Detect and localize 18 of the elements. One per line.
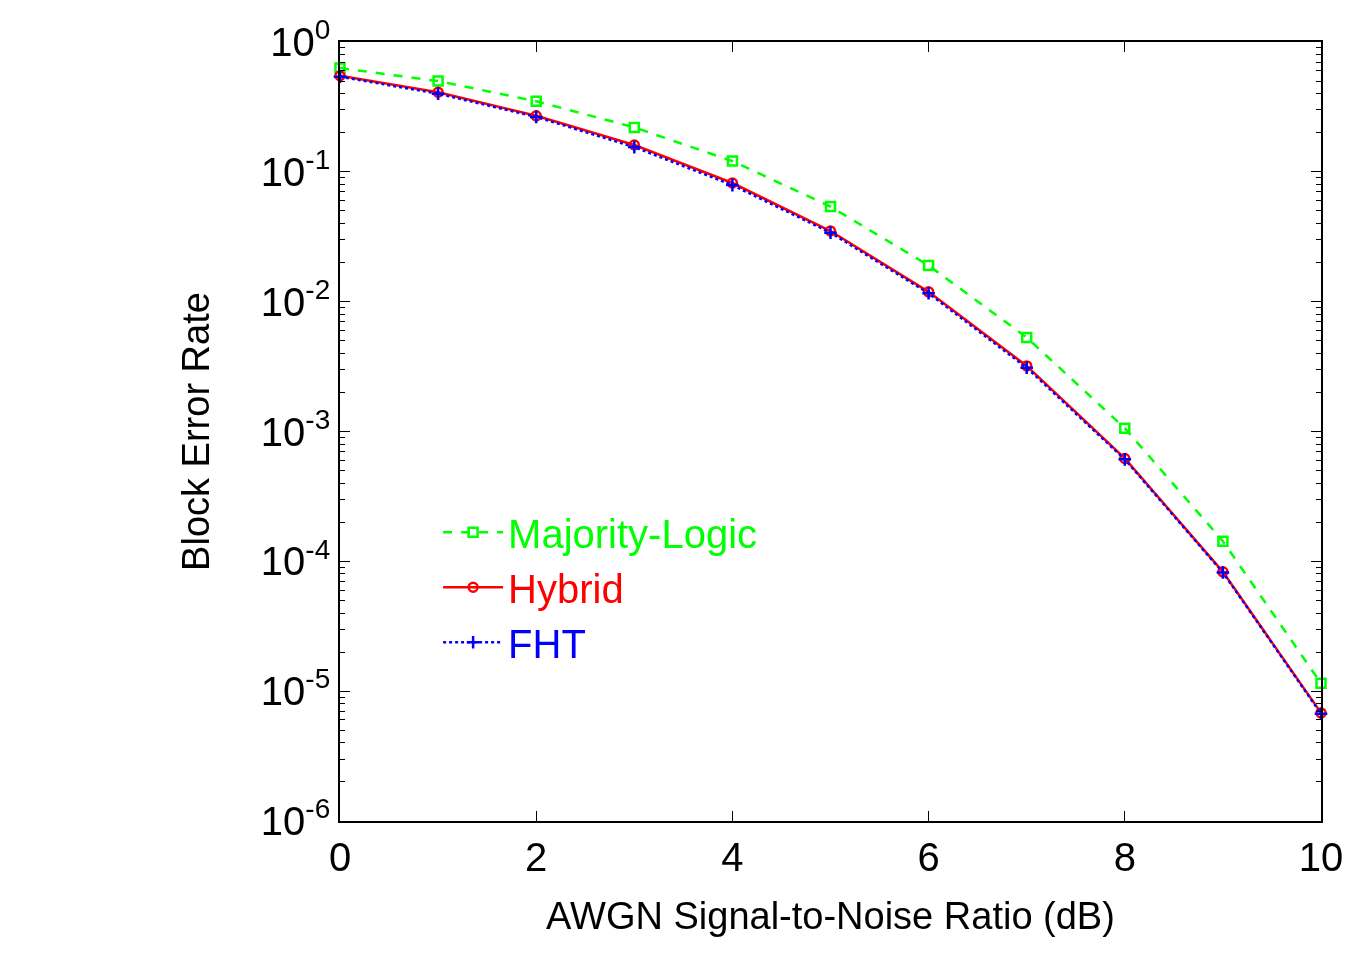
x-tick-label: 10 <box>1298 834 1344 879</box>
y-axis-title: Block Error Rate <box>174 292 217 571</box>
legend-label: Majority-Logic <box>508 511 758 556</box>
x-tick-label: 6 <box>917 834 940 879</box>
y-tick-label: 10$^{-6}$ <box>260 793 331 843</box>
legend-label: FHT <box>508 621 586 666</box>
y-tick-label: 10$^{-4}$ <box>260 533 331 584</box>
x-axis-title: AWGN Signal-to-Noise Ratio (dB) <box>546 895 1115 938</box>
y-tick-label: 10$^{-1}$ <box>260 144 331 194</box>
x-tick-label: 0 <box>328 834 352 879</box>
y-tick-label: 10$^{-3}$ <box>260 403 331 454</box>
x-tick-label: 4 <box>721 834 744 879</box>
y-tick-label: 10$^{-2}$ <box>260 273 331 324</box>
x-tick-label: 8 <box>1113 834 1136 879</box>
legend-label: Hybrid <box>508 566 624 611</box>
y-tick-label: 10$^{0}$ <box>270 14 331 64</box>
x-tick-label: 2 <box>525 834 548 879</box>
y-tick-label: 10$^{-5}$ <box>260 663 331 714</box>
